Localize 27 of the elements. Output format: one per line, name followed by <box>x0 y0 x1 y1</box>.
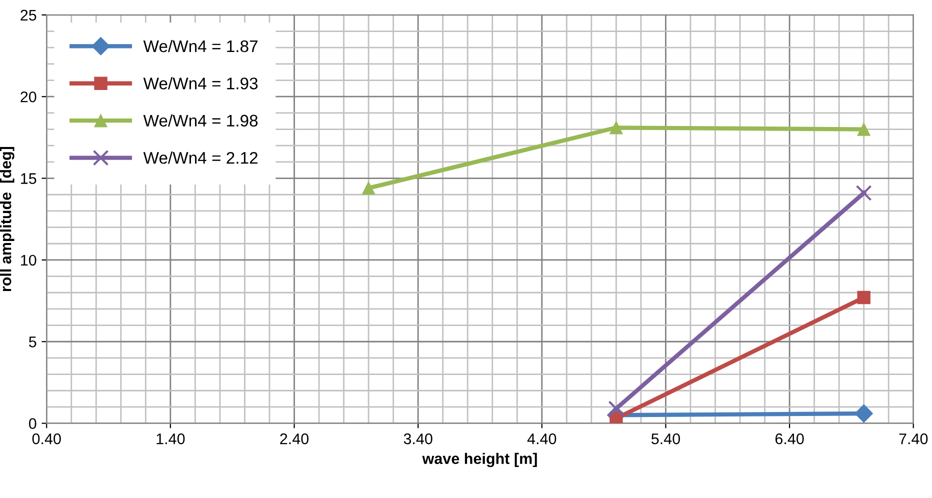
y-tick-label: 20 <box>20 91 36 102</box>
x-tick-label: 6.40 <box>775 433 804 444</box>
y-tick-label: 10 <box>21 254 36 266</box>
x-tick-label: 0.40 <box>32 433 61 444</box>
legend-label: We/Wn4 = 2.12 <box>143 152 258 164</box>
legend-label: We/Wn4 = 1.93 <box>143 77 258 90</box>
y-tick-label: 5 <box>28 336 36 348</box>
y-axis-title: roll amplitude [deg] <box>0 146 14 292</box>
x-tick-label: 1.40 <box>156 433 185 444</box>
x-axis-title: wave height [m] <box>422 452 537 468</box>
x-tick-label: 5.40 <box>651 433 680 444</box>
point <box>857 290 870 304</box>
x-tick-label: 3.40 <box>404 433 432 444</box>
point <box>856 184 872 201</box>
point <box>854 404 874 423</box>
y-tick-label: 25 <box>20 10 36 21</box>
x-tick-label: 4.40 <box>527 433 556 444</box>
point <box>857 122 870 136</box>
legend-label: We/Wn4 = 1.87 <box>143 40 258 52</box>
y-tick-label: 15 <box>21 173 36 184</box>
point <box>610 121 623 134</box>
y-tick-label: 0 <box>28 418 36 429</box>
x-tick-label: 2.40 <box>280 433 309 444</box>
legend-label: We/Wn4 = 1.98 <box>143 114 258 127</box>
x-tick-label: 7.40 <box>899 433 928 444</box>
point <box>608 400 624 417</box>
point <box>362 181 376 195</box>
